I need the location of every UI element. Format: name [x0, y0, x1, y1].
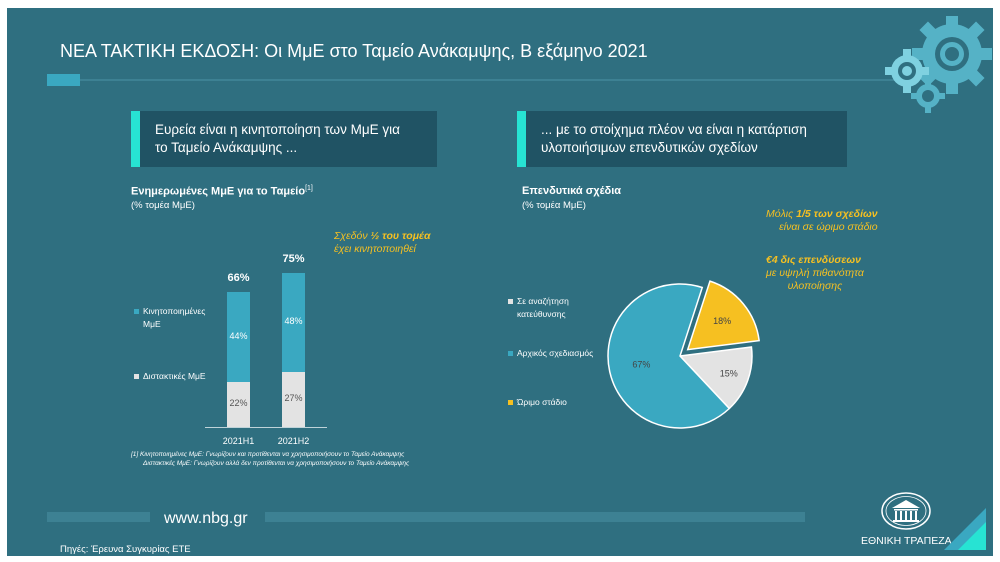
- pie-label-3: 15%: [720, 369, 738, 379]
- slide-title: ΝΕΑ ΤΑΚΤΙΚΗ ΕΚΔΟΣΗ: Οι ΜμΕ στο Ταμείο Αν…: [60, 41, 648, 61]
- pie-legend-searching-line-1: Σε αναζήτηση: [517, 296, 569, 306]
- callout-left-line-1: Ευρεία είναι η κινητοποίηση των ΜμΕ για: [155, 122, 400, 137]
- pie-slice-1: [607, 283, 731, 429]
- gears-icon: [885, 16, 992, 113]
- bank-logo-icon: [881, 492, 931, 530]
- pie-legend-searching-line-2: κατεύθυνσης: [517, 309, 566, 319]
- pie-label-1: 67%: [632, 360, 650, 370]
- pie-legend-initial: Αρχικός σχεδιασμός: [508, 347, 593, 360]
- bar-legend-mobilized-line-1: Κινητοποιημένες: [143, 306, 206, 316]
- bar-annotation-line2: έχει κινητοποιηθεί: [334, 243, 416, 255]
- callout-right: ... με το στοίχημα πλέον να είναι η κατά…: [517, 111, 847, 167]
- bar-annotation-pre: Σχεδόν: [334, 230, 371, 242]
- pie-annotation-1: Μόλις 1/5 των σχεδίων είναι σε ώριμο στά…: [766, 208, 878, 234]
- pie-chart: 18% 15% 67%: [607, 280, 760, 429]
- pie-annotation-1-pre: Μόλις: [766, 208, 797, 220]
- pie-legend-searching: Σε αναζήτηση κατεύθυνσης: [508, 295, 569, 321]
- bar-label-2021H2-series-0: 27%: [284, 393, 303, 404]
- footnote-1: [1] Κινητοποιημένες ΜμΕ: Γνωρίζουν και π…: [131, 451, 405, 458]
- bar-chart-subtitle: (% τομέα ΜμΕ): [131, 200, 195, 211]
- pie-annotation-2-line3: υλοποίησης: [787, 280, 843, 292]
- pie-legend-mature: Ώριμο στάδιο: [508, 396, 567, 409]
- bar-2021H2-series-1: [282, 273, 305, 372]
- pie-legend-searching-swatch: [508, 299, 513, 304]
- website-link[interactable]: www.nbg.gr: [164, 510, 248, 527]
- bar-2021H1-series-0: [227, 381, 250, 427]
- bar-label-2021H2-series-1: 48%: [284, 316, 303, 327]
- pie-annotation-2-line2: με υψηλή πιθανότητα: [766, 267, 864, 279]
- pie-legend-mature-swatch: [508, 400, 513, 405]
- callout-left: Ευρεία είναι η κινητοποίηση των ΜμΕ για …: [131, 111, 437, 167]
- bar-total-2021H2: 75%: [282, 253, 305, 266]
- pie-annotation-1-line2: είναι σε ώριμο στάδιο: [779, 221, 878, 233]
- pie-label-2: 18%: [713, 316, 731, 326]
- slide-panel: ΝΕΑ ΤΑΚΤΙΚΗ ΕΚΔΟΣΗ: Οι ΜμΕ στο Ταμείο Αν…: [7, 8, 993, 556]
- callout-right-accent: [517, 111, 526, 167]
- title-underline: [80, 79, 900, 81]
- pie-slice-3: [678, 346, 753, 410]
- pie-legend-initial-label: Αρχικός σχεδιασμός: [517, 348, 594, 358]
- bar-x-axis: [205, 427, 327, 428]
- bar-legend-mobilized-line-2: ΜμΕ: [143, 319, 161, 329]
- corner-decoration: [944, 508, 986, 550]
- bar-legend-hesitant-swatch: [134, 374, 139, 379]
- bar-legend-hesitant: Διστακτικές ΜμΕ: [134, 370, 206, 383]
- bar-label-2021H1-series-0: 22%: [229, 398, 248, 409]
- callout-left-line-2: το Ταμείο Ανάκαμψης ...: [155, 140, 298, 155]
- callout-right-line-1: ... με το στοίχημα πλέον να είναι η κατά…: [541, 122, 807, 137]
- bank-name: ΕΘΝΙΚΗ ΤΡΑΠΕΖΑ: [861, 535, 952, 547]
- pie-annotation-1-bold: 1/5 των σχεδίων: [796, 208, 878, 220]
- bar-legend-mobilized-swatch: [134, 309, 139, 314]
- pie-chart-subtitle: (% τομέα ΜμΕ): [522, 200, 586, 211]
- footnote-2: Διστακτικές ΜμΕ: Γνωρίζουν αλλά δεν προτ…: [143, 460, 410, 467]
- bar-2021H2-series-0: [282, 371, 305, 427]
- bar-2021H1-series-1: [227, 291, 250, 382]
- footer-bar-right: [265, 512, 805, 522]
- pie-annotation-2: €4 δις επενδύσεων με υψηλή πιθανότητα υλ…: [766, 254, 864, 293]
- title-accent-bar: [47, 74, 80, 86]
- callout-left-accent: [131, 111, 140, 167]
- footer-bar-left: [47, 512, 150, 522]
- pie-annotation-2-bold: €4 δις επενδύσεων: [766, 254, 862, 266]
- bar-total-2021H1: 66%: [227, 271, 250, 284]
- bar-chart-title-text: Ενημερωμένες ΜμΕ για το Ταμείο: [131, 185, 306, 198]
- callout-right-line-2: υλοποιήσιμων επενδυτικών σχεδίων: [541, 140, 758, 155]
- bar-legend-mobilized: Κινητοποιημένες ΜμΕ: [134, 305, 205, 331]
- bar-chart-title-sup: [1]: [305, 185, 313, 192]
- pie-chart-title: Επενδυτικά σχέδια: [522, 185, 622, 197]
- bar-category-2021H1: 2021H1: [222, 436, 255, 446]
- pie-legend-initial-swatch: [508, 351, 513, 356]
- bar-category-2021H2: 2021H2: [277, 436, 310, 446]
- bar-chart-title: Ενημερωμένες ΜμΕ για το Ταμείο[1]: [131, 185, 313, 198]
- source-note: Πηγές: Έρευνα Συγκυρίας ΕΤΕ: [60, 544, 191, 555]
- bar-label-2021H1-series-1: 44%: [229, 330, 248, 341]
- bar-chart-annotation: Σχεδόν ½ του τομέα έχει κινητοποιηθεί: [334, 230, 431, 256]
- pie-slice-2: [686, 280, 760, 351]
- pie-legend-mature-label: Ώριμο στάδιο: [517, 397, 567, 407]
- bar-annotation-bold: ½ του τομέα: [370, 230, 431, 242]
- bar-legend-hesitant-label: Διστακτικές ΜμΕ: [143, 371, 206, 381]
